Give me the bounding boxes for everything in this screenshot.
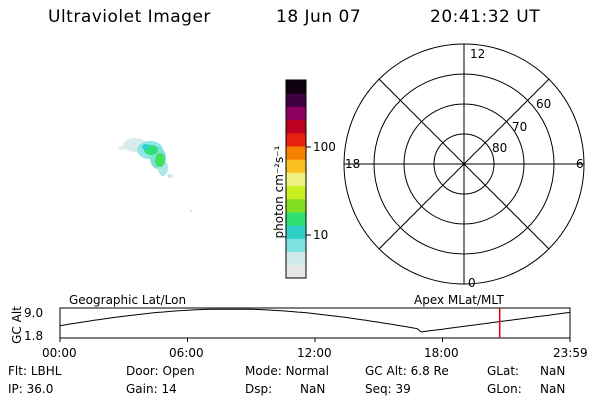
colorbar-band	[286, 238, 306, 253]
dsp-value: NaN	[300, 382, 326, 396]
gc-alt-field: GC Alt: 6.8 Re	[365, 364, 449, 378]
door-field: Door: Open	[126, 364, 195, 378]
aurora-blob	[118, 138, 192, 212]
seq-field: Seq: 39	[365, 382, 411, 396]
colorbar-band	[286, 106, 306, 121]
xtick-label-1800: 18:00	[424, 346, 459, 360]
ip-value: 36.0	[26, 382, 54, 396]
colorbar-band	[286, 93, 306, 107]
seq-value: 39	[395, 382, 411, 396]
xtick-label-2359: 23:59	[553, 346, 588, 360]
colorbar-frame	[285, 79, 307, 279]
mlt-label-12: 12	[470, 47, 486, 61]
colorbar-band	[286, 172, 306, 187]
mode-field: Mode: Normal	[245, 364, 329, 378]
colorbar-band	[286, 264, 306, 279]
flt-field: Flt: LBHL	[8, 364, 62, 378]
timeline-ytick-9: 9.0	[24, 306, 44, 320]
xtick-label-1200: 12:00	[297, 346, 332, 360]
flt-value: LBHL	[30, 364, 62, 378]
xtick-label-0600: 06:00	[169, 346, 204, 360]
timeline-right-title: Apex MLat/MLT	[414, 293, 504, 307]
lat-label-80: 80	[492, 141, 508, 155]
glon-value: NaN	[540, 382, 566, 396]
mlt-label-6: 6	[576, 157, 584, 171]
ip-field: IP: 36.0	[8, 382, 54, 396]
mlt-label-18: 18	[345, 157, 361, 171]
timeline-ytick-1-8: 1.8	[24, 329, 44, 343]
glat-field: GLat:	[487, 364, 520, 378]
lat-label-60: 60	[536, 97, 552, 111]
colorbar-band	[286, 159, 306, 173]
dsp-field: Dsp:	[245, 382, 273, 396]
lat-label-70: 70	[512, 120, 528, 134]
polar-diagonal-2	[378, 78, 550, 250]
gain-value: 14	[161, 382, 177, 396]
colorbar-band	[286, 251, 306, 266]
time-label: 20:41:32 UT	[430, 7, 541, 27]
gain-field: Gain: 14	[126, 382, 177, 396]
mlt-label-0: 0	[468, 276, 476, 290]
orbit-plot-frame	[59, 307, 571, 339]
xtick-label-0000: 00:00	[42, 346, 77, 360]
door-value: Open	[162, 364, 195, 378]
timeline-left-title: Geographic Lat/Lon	[69, 293, 187, 307]
colorbar-band	[286, 185, 306, 200]
colorbar-band	[286, 146, 306, 160]
colorbar-tick-label-100: 100	[313, 140, 336, 154]
mode-value: Normal	[285, 364, 329, 378]
colorbar-band	[286, 132, 306, 147]
colorbar-band	[286, 198, 306, 213]
colorbar-band	[286, 212, 306, 226]
colorbar-band	[286, 119, 306, 134]
colorbar-tick-label-10: 10	[313, 228, 329, 242]
instrument-title: Ultraviolet Imager	[48, 7, 211, 27]
glon-field: GLon:	[487, 382, 522, 396]
colorbar-band	[286, 80, 306, 94]
gc-alt-value: 6.8 Re	[410, 364, 449, 378]
glat-value: NaN	[540, 364, 566, 378]
date-label: 18 Jun 07	[276, 7, 362, 27]
orbit-altitude-curve	[59, 308, 571, 333]
colorbar-band	[286, 225, 306, 239]
